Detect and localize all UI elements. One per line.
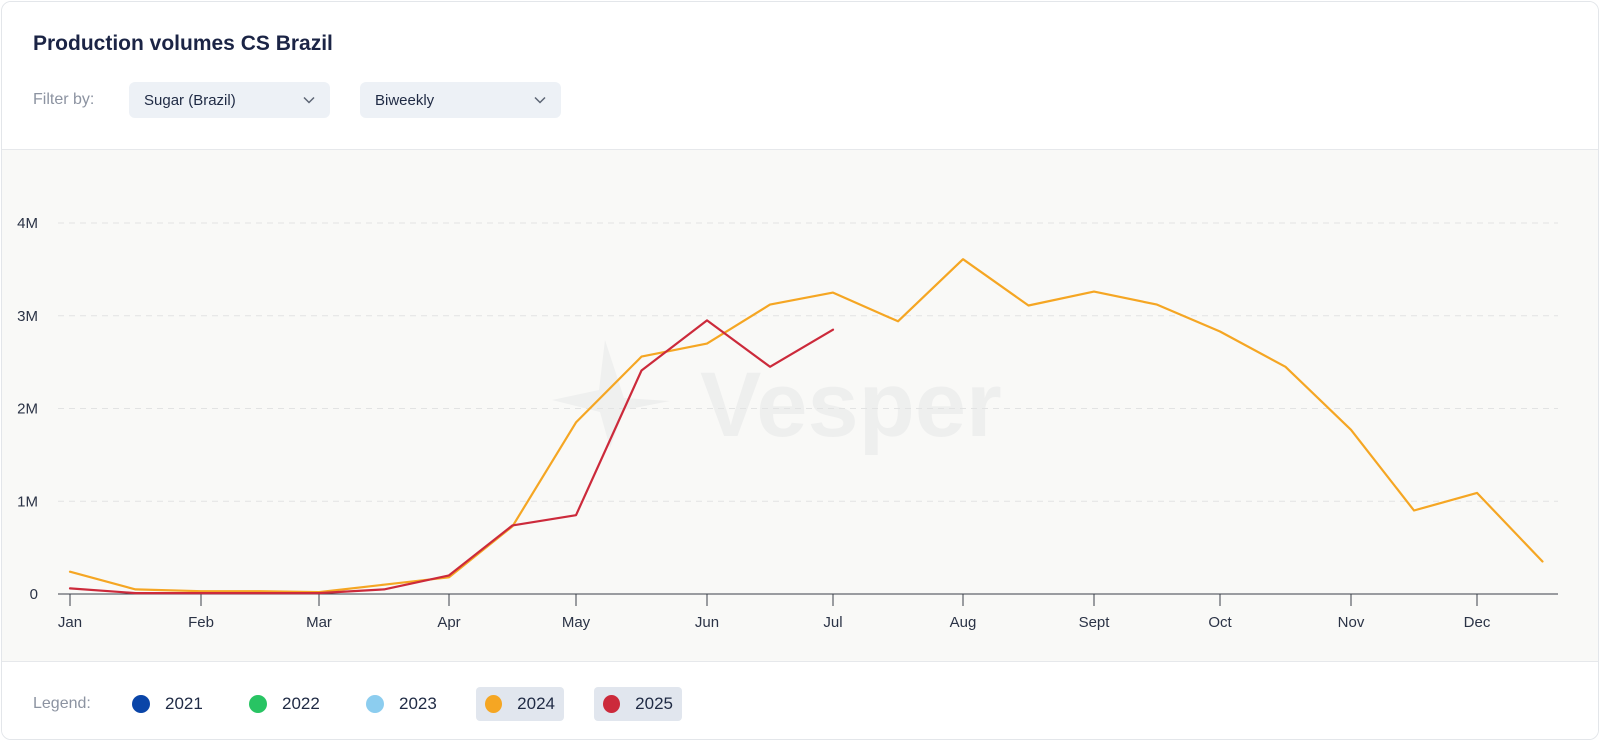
legend-item-label: 2021	[165, 694, 203, 713]
legend-item-label: 2023	[399, 694, 437, 713]
legend-dot	[132, 695, 150, 713]
x-tick-label: Jun	[695, 614, 719, 631]
watermark-logo	[552, 340, 670, 448]
legend-dot	[603, 695, 621, 713]
card-header: Production volumes CS Brazil Filter by: …	[2, 2, 1598, 149]
x-tick-label: Nov	[1338, 614, 1365, 631]
y-tick-label: 3M	[17, 308, 38, 325]
legend-item-2022[interactable]: 2022	[240, 687, 329, 721]
watermark-text: Vesper	[700, 354, 1002, 456]
series-line-2025	[68, 319, 835, 595]
y-tick-label: 4M	[17, 215, 38, 232]
y-tick-label: 0	[30, 586, 38, 603]
period-select-value: Biweekly	[375, 91, 435, 109]
legend-item-2024[interactable]: 2024	[476, 687, 564, 721]
x-tick-label: Mar	[306, 614, 332, 631]
x-tick-label: Oct	[1208, 614, 1232, 631]
watermark: Vesper	[552, 340, 1002, 456]
legend: Legend: 2021 2022 2023 2024 2025	[2, 662, 1598, 739]
x-tick-label: Jan	[58, 614, 82, 631]
x-tick-label: Jul	[823, 614, 842, 631]
x-tick-label: Feb	[188, 614, 214, 631]
x-tick-label: Sept	[1079, 614, 1111, 631]
x-tick-label: Apr	[437, 614, 460, 631]
legend-dot	[366, 695, 384, 713]
legend-label: Legend:	[33, 695, 91, 712]
chevron-down-icon	[303, 96, 315, 104]
legend-item-label: 2022	[282, 694, 320, 713]
plot-area: Vesper 0 1M 2M 3M 4M Jan Feb Mar Apr May Jun Jul Au…	[2, 149, 1598, 662]
filter-label: Filter by:	[33, 91, 95, 108]
chevron-down-icon	[534, 96, 546, 104]
x-tick-label: May	[562, 614, 591, 631]
legend-dot	[249, 695, 267, 713]
x-tick-label: Aug	[950, 614, 977, 631]
series-line-2024	[68, 258, 1544, 594]
legend-item-label: 2024	[517, 694, 555, 713]
legend-item-2021[interactable]: 2021	[123, 687, 212, 721]
legend-item-label: 2025	[635, 694, 673, 713]
x-tick-label: Dec	[1464, 614, 1491, 631]
period-select[interactable]: Biweekly	[360, 82, 561, 118]
product-select[interactable]: Sugar (Brazil)	[129, 82, 330, 118]
y-tick-label: 1M	[17, 493, 38, 510]
legend-dot	[485, 695, 503, 713]
chart-title: Production volumes CS Brazil	[33, 32, 333, 55]
line-chart: Vesper 0 1M 2M 3M 4M Jan Feb Mar Apr May Jun Jul Au…	[17, 215, 1558, 631]
y-tick-label: 2M	[17, 401, 38, 418]
legend-item-2025[interactable]: 2025	[594, 687, 682, 721]
legend-item-2023[interactable]: 2023	[357, 687, 446, 721]
product-select-value: Sugar (Brazil)	[144, 91, 236, 109]
